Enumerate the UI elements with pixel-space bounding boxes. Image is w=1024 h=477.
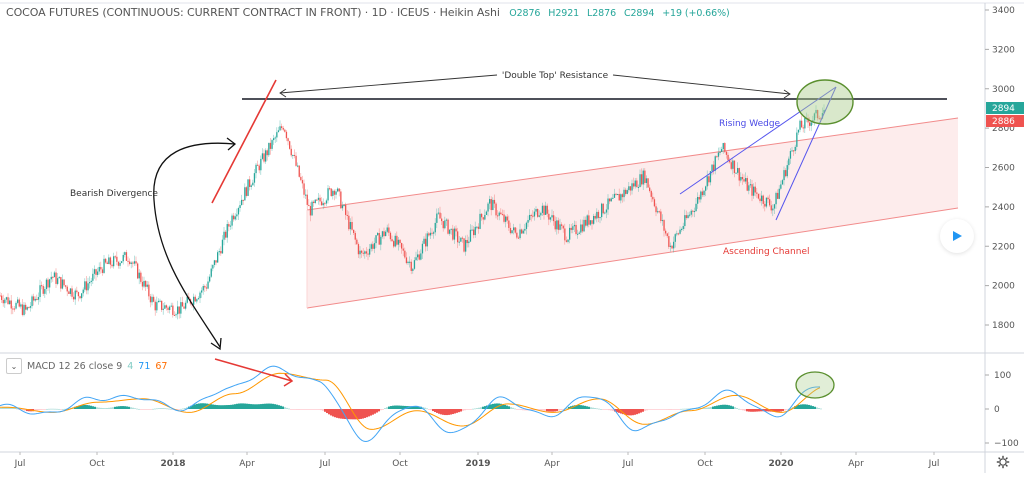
price-candles xyxy=(0,104,825,320)
time-axis[interactable]: Jul Oct 2018 Apr Jul Oct 2019 Apr Jul Oct 2020 Apr J… xyxy=(14,452,940,469)
bearish-divergence-arrow[interactable] xyxy=(153,137,237,351)
time-tick-label: 2019 xyxy=(465,459,490,469)
price-tick-label: 3400 xyxy=(992,6,1015,16)
highlight-circle-macd[interactable] xyxy=(795,371,835,399)
time-tick-label: Oct xyxy=(89,459,105,469)
settings-gear-icon[interactable] xyxy=(996,455,1010,469)
price-tick-label: 3200 xyxy=(992,45,1015,55)
price-tick-label: 2400 xyxy=(992,203,1015,213)
price-tick-label: 2000 xyxy=(992,282,1015,292)
symbol-title[interactable]: COCOA FUTURES (CONTINUOUS: CURRENT CONTR… xyxy=(6,6,500,19)
collapse-toggle-chevron-down-icon[interactable]: ⌄ xyxy=(6,358,22,374)
macd-legend: ⌄ MACD 12 26 close 9 4 71 67 xyxy=(6,358,167,374)
macd-histogram xyxy=(0,403,822,420)
price-tick-label: 2600 xyxy=(992,164,1015,174)
highlight-circle-price[interactable] xyxy=(796,79,854,125)
price-tick-label: 3000 xyxy=(992,85,1015,95)
macd-tick-label: −100 xyxy=(994,439,1019,449)
time-tick-label: Jul xyxy=(14,459,26,469)
close-value: C2894 xyxy=(623,8,655,19)
double-top-label: 'Double Top' Resistance xyxy=(502,71,609,81)
ascending-channel-label: Ascending Channel xyxy=(723,247,809,257)
svg-text:2886: 2886 xyxy=(992,117,1015,127)
macd-signal-value: 67 xyxy=(155,360,168,372)
prev-price-tag: 2886 xyxy=(986,115,1024,127)
rising-wedge[interactable] xyxy=(679,86,837,221)
macd-tick-label: 100 xyxy=(994,371,1011,381)
time-tick-label: Oct xyxy=(697,459,713,469)
time-tick-label: Apr xyxy=(544,459,560,469)
low-value: L2876 xyxy=(587,8,617,19)
macd-value: 71 xyxy=(138,360,151,372)
macd-hist-value: 4 xyxy=(127,360,134,372)
price-tick-label: 1800 xyxy=(992,321,1015,331)
chart-header: COCOA FUTURES (CONTINUOUS: CURRENT CONTR… xyxy=(6,6,735,19)
time-tick-label: 2020 xyxy=(768,459,793,469)
macd-label[interactable]: MACD 12 26 close 9 xyxy=(27,360,123,372)
price-tick-label: 2200 xyxy=(992,242,1015,252)
time-tick-label: Jul xyxy=(622,459,634,469)
macd-line xyxy=(0,365,821,442)
time-tick-label: Apr xyxy=(239,459,255,469)
macd-tick-label: 0 xyxy=(994,405,1000,415)
time-tick-label: Jul xyxy=(319,459,331,469)
double-top-arrows[interactable] xyxy=(279,74,791,99)
time-tick-label: 2018 xyxy=(160,459,185,469)
macd-axis[interactable]: 100 0 −100 xyxy=(985,371,1019,449)
scroll-to-realtime-button[interactable] xyxy=(940,219,974,253)
ascending-channel[interactable] xyxy=(307,118,958,308)
macd-divergence-arrow[interactable] xyxy=(214,358,294,387)
ohlc-values: O2876 H2921 L2876 C2894 +19 (+0.66%) xyxy=(509,8,734,19)
time-tick-label: Apr xyxy=(848,459,864,469)
play-icon xyxy=(953,231,962,241)
time-tick-label: Oct xyxy=(392,459,408,469)
bearish-divergence-label: Bearish Divergence xyxy=(70,189,158,199)
last-price-tag: 2894 xyxy=(986,102,1024,114)
price-axis[interactable]: 3400 3200 3000 2800 2600 2400 2200 2000 1800 xyxy=(985,6,1015,331)
price-tick-label: 2800 xyxy=(992,124,1015,134)
svg-text:2894: 2894 xyxy=(992,104,1015,114)
change-value: +19 (+0.66%) xyxy=(662,8,730,19)
open-value: O2876 xyxy=(509,8,541,19)
rising-wedge-label: Rising Wedge xyxy=(719,119,781,129)
time-tick-label: Jul xyxy=(928,459,940,469)
high-value: H2921 xyxy=(548,8,580,19)
price-divergence-line[interactable] xyxy=(211,79,277,204)
